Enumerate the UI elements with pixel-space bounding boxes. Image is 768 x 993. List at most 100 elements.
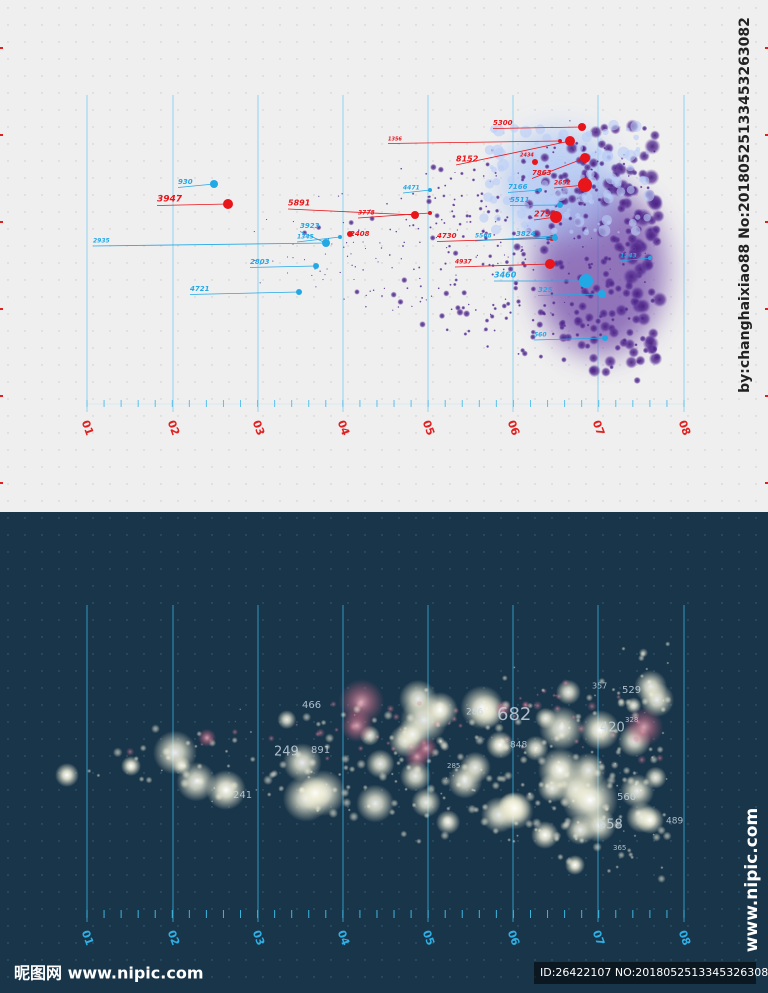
- bubble: [561, 171, 569, 180]
- bubble: [651, 291, 668, 308]
- glow: [649, 755, 659, 764]
- bubble: [614, 344, 621, 352]
- glow-pink: [234, 720, 237, 723]
- glow: [557, 853, 564, 861]
- bubble: [567, 194, 577, 204]
- bubble: [439, 267, 443, 271]
- x-axis-label: 06: [505, 418, 523, 437]
- glow: [560, 721, 564, 726]
- bubble: [598, 308, 609, 319]
- bubble: [364, 247, 367, 250]
- bubble: [435, 222, 438, 225]
- bubble: [513, 285, 519, 291]
- callout-label: 3824: [516, 230, 536, 238]
- x-axis-label: 02: [165, 928, 182, 947]
- bubble-label: 560: [617, 792, 636, 803]
- bubble: [514, 282, 518, 286]
- bubble: [254, 259, 256, 262]
- bubble: [342, 246, 345, 249]
- glow-pink: [615, 694, 622, 700]
- glow: [580, 710, 620, 750]
- bubble: [595, 128, 598, 131]
- glow: [636, 806, 664, 834]
- glow: [362, 784, 368, 791]
- bubble: [602, 270, 610, 278]
- callout-dot: [347, 231, 353, 237]
- bubble: [501, 303, 508, 309]
- bubble: [628, 346, 640, 358]
- bubble: [324, 273, 326, 276]
- bubble-light: [548, 194, 558, 204]
- bubble: [467, 303, 470, 306]
- bubble: [591, 283, 602, 294]
- bubble: [512, 251, 516, 256]
- bubble-label: 286: [466, 708, 483, 718]
- glow: [315, 809, 320, 813]
- bubble: [362, 268, 365, 271]
- bubble: [411, 305, 413, 308]
- bubble: [625, 328, 635, 337]
- glow: [638, 648, 649, 658]
- glow: [255, 788, 258, 792]
- glow: [365, 749, 395, 779]
- bubble-light: [541, 180, 549, 187]
- watermark-logo: 昵图网 www.nipic.com: [14, 964, 204, 983]
- callout-label: 5568: [475, 233, 492, 240]
- glow: [514, 717, 523, 726]
- glow: [270, 769, 279, 778]
- bubble: [346, 255, 349, 258]
- callout-dot: [210, 180, 218, 188]
- bubble: [634, 343, 638, 347]
- bubble-light: [507, 175, 516, 184]
- leader-line: [357, 212, 431, 219]
- bubble: [590, 237, 593, 240]
- bubble: [303, 258, 306, 261]
- bubble: [631, 314, 641, 325]
- glow: [405, 712, 416, 723]
- bubble: [440, 218, 443, 221]
- glow-pink: [518, 696, 523, 701]
- callout-dot: [532, 159, 538, 165]
- bubble: [504, 259, 510, 265]
- glow: [446, 806, 451, 811]
- glow: [398, 756, 405, 763]
- bubble-light: [645, 151, 650, 155]
- bubble: [653, 150, 656, 153]
- glow: [474, 735, 485, 746]
- bubble: [589, 125, 603, 139]
- glow: [411, 787, 441, 818]
- bubble-light: [605, 172, 618, 185]
- glow: [592, 842, 602, 852]
- glow: [520, 744, 525, 749]
- leader-line: [296, 236, 341, 243]
- glow: [278, 760, 288, 769]
- bubble: [365, 294, 368, 297]
- bubble: [434, 212, 440, 219]
- glow: [416, 838, 422, 845]
- glow: [445, 777, 448, 780]
- bubble: [558, 319, 566, 328]
- bubble: [614, 303, 628, 317]
- bubble: [529, 333, 537, 341]
- bubble: [650, 345, 658, 353]
- callout-label: 4721: [190, 285, 210, 293]
- glow: [524, 819, 534, 829]
- leader-line: [299, 231, 327, 244]
- bubble-light: [593, 228, 597, 232]
- bubble: [520, 174, 526, 180]
- glow: [309, 770, 314, 774]
- glow: [491, 781, 500, 790]
- bubble: [369, 209, 372, 212]
- bubble: [532, 268, 535, 271]
- bubble: [550, 312, 552, 314]
- bubble: [607, 279, 616, 288]
- callout-label: 1345: [297, 234, 314, 241]
- glow: [378, 772, 388, 782]
- glow: [520, 782, 526, 788]
- leader-line: [531, 157, 586, 179]
- glow-pink: [569, 696, 573, 700]
- bubble: [646, 186, 650, 190]
- leader-line: [156, 203, 229, 206]
- glow: [456, 752, 465, 761]
- bubble: [461, 289, 468, 296]
